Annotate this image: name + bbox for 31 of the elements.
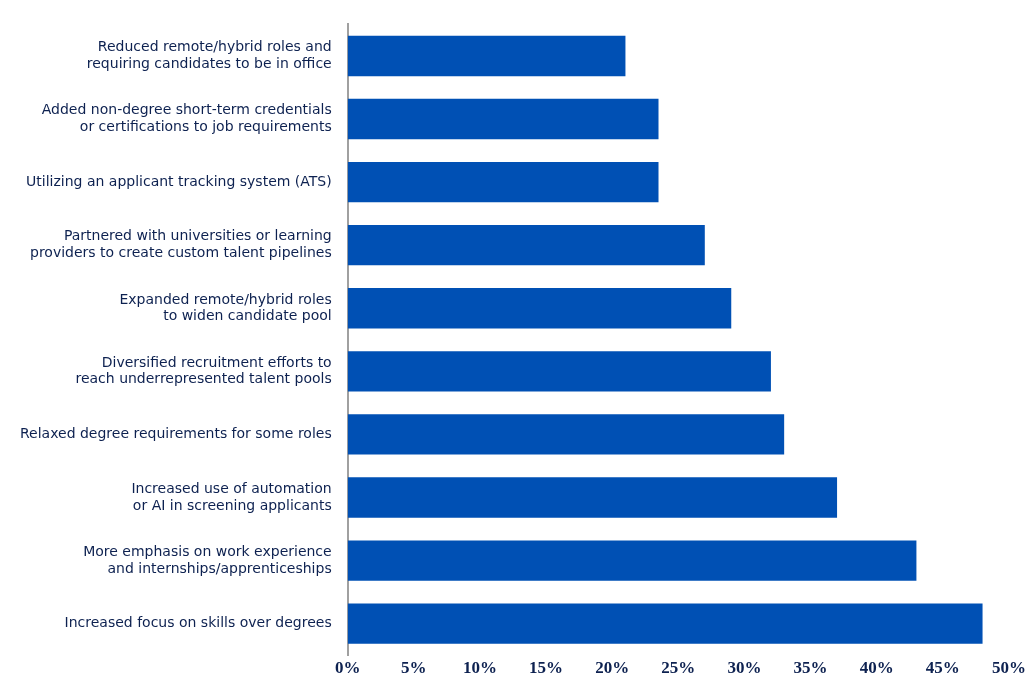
bar — [347, 477, 838, 518]
y-tick-label: Relaxed degree requirements for some roles — [20, 425, 332, 442]
bar — [347, 98, 659, 140]
bar — [347, 414, 785, 455]
x-tick-label: 35% — [793, 657, 828, 677]
bar — [347, 288, 732, 329]
y-tick-label: Utilizing an applicant tracking system (ATS) — [26, 172, 332, 189]
x-tick-label: 30% — [727, 657, 762, 677]
x-tick-label: 10% — [462, 657, 497, 677]
x-tick-label: 15% — [529, 657, 564, 677]
y-tick-label: Diversified recruitment efforts to reach underrepresented talent pools — [75, 353, 332, 387]
x-tick-label: 20% — [595, 657, 630, 677]
x-tick-label: 25% — [661, 657, 696, 677]
y-tick-label: Increased use of automation or AI in screening applicants — [131, 479, 332, 513]
x-tick-label: 50% — [992, 657, 1026, 677]
x-tick-label: 0% — [334, 657, 361, 677]
bar — [347, 161, 659, 203]
bar — [347, 224, 705, 266]
x-tick-label: 45% — [925, 657, 960, 677]
y-tick-label: Expanded remote/hybrid roles to widen candidate pool — [119, 290, 332, 324]
y-tick-label: More emphasis on work experience and internships/apprenticeships — [83, 542, 332, 576]
bar — [347, 351, 771, 392]
y-tick-label: Added non-degree short-term credentials or certifications to job requirements — [41, 101, 332, 135]
bar — [347, 35, 626, 77]
x-tick-label: 40% — [859, 657, 894, 677]
x-tick-label: 5% — [401, 657, 427, 677]
bar — [347, 603, 983, 644]
y-tick-label: Reduced remote/hybrid roles and requiring candidates to be in office — [86, 38, 332, 71]
bar — [347, 540, 917, 581]
y-tick-label: Increased focus on skills over degrees — [64, 614, 332, 631]
y-tick-label: Partnered with universities or learning providers to create custom talent pipelines — [30, 227, 332, 261]
